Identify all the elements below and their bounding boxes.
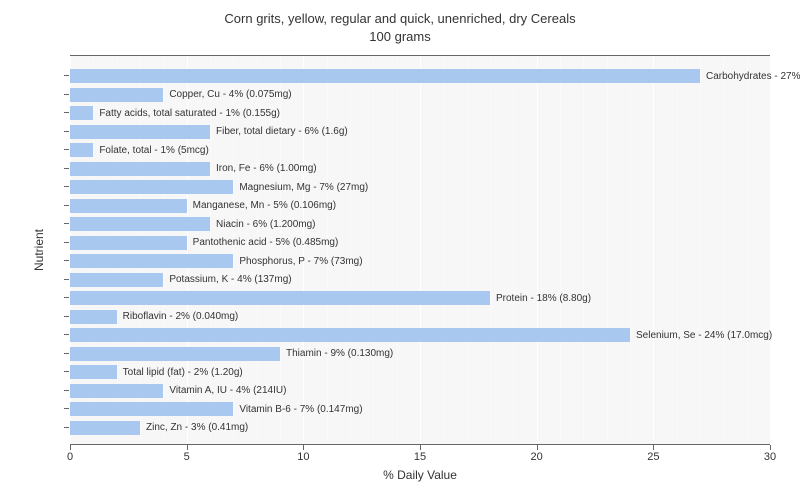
bar-row: Folate, total - 1% (5mcg) [70,143,209,157]
bar-row: Niacin - 6% (1.200mg) [70,217,315,231]
bar-label: Carbohydrates - 27% (79.60g) [700,71,800,82]
x-tick-label: 10 [297,451,309,463]
bar-label: Protein - 18% (8.80g) [490,293,591,304]
bar-row: Copper, Cu - 4% (0.075mg) [70,88,292,102]
bar-row: Phosphorus, P - 7% (73mg) [70,254,363,268]
bar [70,402,233,416]
bar-label: Copper, Cu - 4% (0.075mg) [163,89,291,100]
bar-row: Fiber, total dietary - 6% (1.6g) [70,125,348,139]
bar-label: Thiamin - 9% (0.130mg) [280,348,393,359]
x-tick-label: 30 [764,451,776,463]
y-axis-title: Nutrient [32,229,46,271]
bar-label: Iron, Fe - 6% (1.00mg) [210,163,317,174]
bar-label: Selenium, Se - 24% (17.0mcg) [630,330,772,341]
x-tick-label: 15 [414,451,426,463]
bar [70,365,117,379]
bar [70,384,163,398]
x-tick-label: 0 [67,451,73,463]
bar-label: Riboflavin - 2% (0.040mg) [117,311,239,322]
bar-label: Manganese, Mn - 5% (0.106mg) [187,200,336,211]
bar [70,162,210,176]
bar [70,347,280,361]
bar-label: Zinc, Zn - 3% (0.41mg) [140,422,248,433]
bar-row: Zinc, Zn - 3% (0.41mg) [70,421,248,435]
bar-row: Manganese, Mn - 5% (0.106mg) [70,199,336,213]
bar-row: Fatty acids, total saturated - 1% (0.155… [70,106,280,120]
bar [70,217,210,231]
bar-label: Vitamin B-6 - 7% (0.147mg) [233,404,362,415]
plot-area: Carbohydrates - 27% (79.60g)Copper, Cu -… [70,55,770,445]
bar-label: Vitamin A, IU - 4% (214IU) [163,385,286,396]
bar-row: Protein - 18% (8.80g) [70,291,591,305]
bar-label: Niacin - 6% (1.200mg) [210,219,315,230]
x-tick-label: 20 [531,451,543,463]
title-line2: 100 grams [369,29,430,44]
bar [70,199,187,213]
x-tick-label: 5 [184,451,190,463]
bar [70,88,163,102]
bar-label: Fiber, total dietary - 6% (1.6g) [210,126,348,137]
bar [70,106,93,120]
bar-label: Folate, total - 1% (5mcg) [93,145,208,156]
bar-row: Vitamin B-6 - 7% (0.147mg) [70,402,363,416]
bar-row: Potassium, K - 4% (137mg) [70,273,292,287]
nutrient-chart: Corn grits, yellow, regular and quick, u… [0,0,800,500]
bar-label: Total lipid (fat) - 2% (1.20g) [117,367,243,378]
bar-row: Vitamin A, IU - 4% (214IU) [70,384,286,398]
bar-row: Riboflavin - 2% (0.040mg) [70,310,238,324]
bar [70,254,233,268]
x-axis-title: % Daily Value [70,468,770,482]
bar-row: Iron, Fe - 6% (1.00mg) [70,162,317,176]
bar-row: Total lipid (fat) - 2% (1.20g) [70,365,243,379]
bar-label: Pantothenic acid - 5% (0.485mg) [187,237,339,248]
bar-row: Selenium, Se - 24% (17.0mcg) [70,328,772,342]
bar-label: Fatty acids, total saturated - 1% (0.155… [93,108,280,119]
bar [70,143,93,157]
bar-label: Magnesium, Mg - 7% (27mg) [233,182,368,193]
x-tick-label: 25 [647,451,659,463]
bar [70,69,700,83]
bar [70,273,163,287]
chart-title: Corn grits, yellow, regular and quick, u… [0,0,800,46]
bar [70,328,630,342]
bar [70,125,210,139]
bar [70,236,187,250]
bar-label: Phosphorus, P - 7% (73mg) [233,256,362,267]
bar [70,421,140,435]
bar-row: Magnesium, Mg - 7% (27mg) [70,180,368,194]
bar-label: Potassium, K - 4% (137mg) [163,274,291,285]
bar [70,291,490,305]
title-line1: Corn grits, yellow, regular and quick, u… [224,11,575,26]
bar-row: Pantothenic acid - 5% (0.485mg) [70,236,338,250]
x-axis: 051015202530 [70,445,770,465]
bar-row: Thiamin - 9% (0.130mg) [70,347,393,361]
bar [70,180,233,194]
bar [70,310,117,324]
bar-row: Carbohydrates - 27% (79.60g) [70,69,800,83]
